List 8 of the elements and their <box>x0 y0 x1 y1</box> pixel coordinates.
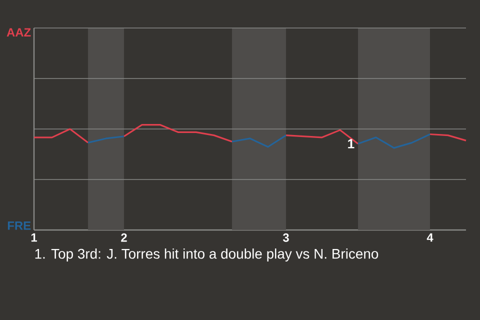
text: FRE <box>8 222 31 230</box>
annotation: 1 <box>348 139 354 148</box>
x-tick-label: 4 <box>426 233 434 242</box>
text: AAZ <box>6 28 31 36</box>
x-tick-label: 3 <box>282 233 289 242</box>
x-tick-label: 1 <box>31 233 37 242</box>
x-tick-label: 2 <box>121 233 127 242</box>
text: 1. Top 3rd: J. Torres hit into a double play vs N. Briceno <box>35 248 378 262</box>
